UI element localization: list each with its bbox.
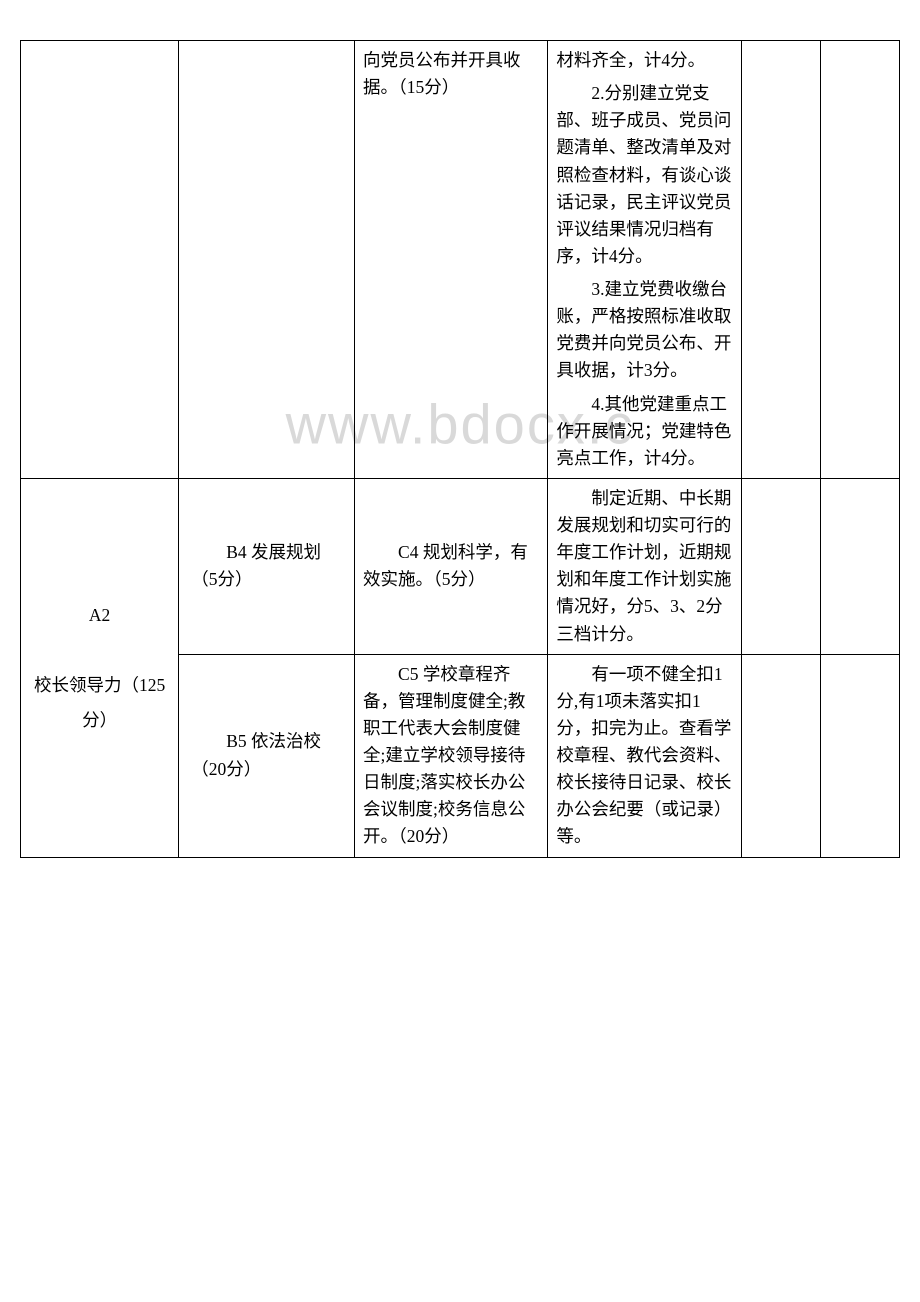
d3-p3: 3.建立党费收缴台账，严格按照标准收取党费并向党员公布、开具收据，计3分。 — [556, 276, 732, 385]
cell-b4: B4 发展规划 （5分） — [179, 478, 355, 654]
b4-text: B4 发展规划 （5分） — [191, 539, 346, 593]
cell-f-empty — [820, 41, 899, 479]
table-row: 向党员公布并开具收据。（15分） 材料齐全，计4分。 2.分别建立党支部、班子成… — [21, 41, 900, 479]
cell-b5: B5 依法治校 （20分） — [179, 654, 355, 857]
cell-c4: C4 规划科学，有效实施。（5分） — [355, 478, 548, 654]
table-row: A2 校长领导力（125分） B4 发展规划 （5分） C4 规划科学，有效实施… — [21, 478, 900, 654]
cell-b-empty — [179, 41, 355, 479]
cell-c3: 向党员公布并开具收据。（15分） — [355, 41, 548, 479]
c3-text: 向党员公布并开具收据。（15分） — [363, 50, 521, 97]
cell-e5 — [741, 654, 820, 857]
cell-f4 — [820, 478, 899, 654]
a2-line1: A2 — [89, 605, 110, 625]
d4-text: 制定近期、中长期发展规划和切实可行的年度工作计划，近期规划和年度工作计划实施情况… — [556, 485, 732, 648]
cell-a-empty — [21, 41, 179, 479]
c4-text: C4 规划科学，有效实施。（5分） — [363, 539, 539, 593]
b5-text: B5 依法治校 （20分） — [191, 728, 346, 782]
cell-e4 — [741, 478, 820, 654]
cell-d5: 有一项不健全扣1分,有1项未落实扣1分，扣完为止。查看学校章程、教代会资料、校长… — [548, 654, 741, 857]
cell-c5: C5 学校章程齐备，管理制度健全;教职工代表大会制度健全;建立学校领导接待日制度… — [355, 654, 548, 857]
cell-a2: A2 校长领导力（125分） — [21, 478, 179, 857]
d3-p4: 4.其他党建重点工作开展情况；党建特色亮点工作，计4分。 — [556, 391, 732, 472]
cell-f5 — [820, 654, 899, 857]
d5-text: 有一项不健全扣1分,有1项未落实扣1分，扣完为止。查看学校章程、教代会资料、校长… — [556, 661, 732, 851]
c5-text: C5 学校章程齐备，管理制度健全;教职工代表大会制度健全;建立学校领导接待日制度… — [363, 661, 539, 851]
a2-line2: 校长领导力（125分） — [34, 675, 165, 730]
d3-p1: 材料齐全，计4分。 — [556, 47, 732, 74]
cell-d3: 材料齐全，计4分。 2.分别建立党支部、班子成员、党员问题清单、整改清单及对照检… — [548, 41, 741, 479]
cell-d4: 制定近期、中长期发展规划和切实可行的年度工作计划，近期规划和年度工作计划实施情况… — [548, 478, 741, 654]
evaluation-table: 向党员公布并开具收据。（15分） 材料齐全，计4分。 2.分别建立党支部、班子成… — [20, 40, 900, 858]
cell-e-empty — [741, 41, 820, 479]
d3-p2: 2.分别建立党支部、班子成员、党员问题清单、整改清单及对照检查材料，有谈心谈话记… — [556, 80, 732, 270]
